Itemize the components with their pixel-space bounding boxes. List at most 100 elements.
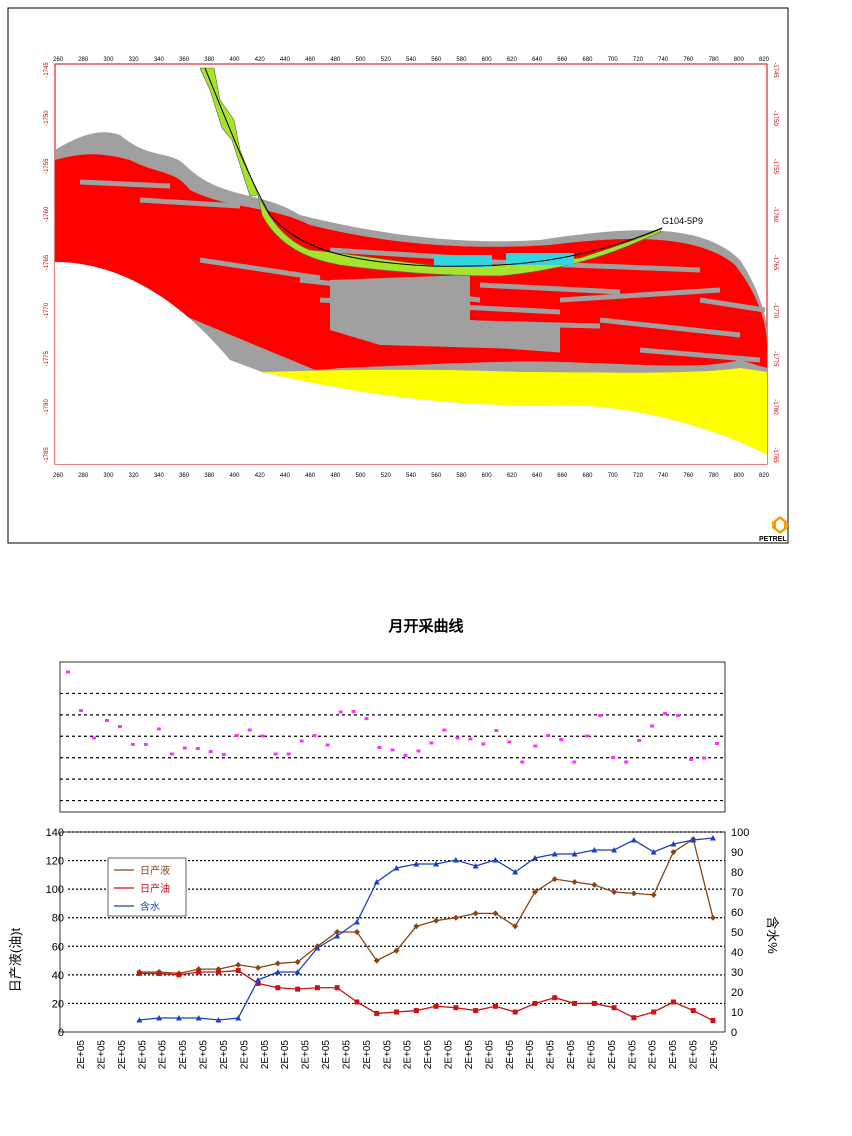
- series-marker: [472, 910, 479, 917]
- x-tick-label-top: 480: [330, 57, 341, 63]
- series-marker: [473, 1008, 479, 1014]
- series-marker: [373, 957, 380, 964]
- series-marker: [630, 837, 637, 843]
- series-marker: [136, 1017, 143, 1023]
- series-line: [139, 969, 714, 1022]
- x-tick-label-top: 640: [532, 57, 543, 63]
- series-marker: [650, 849, 657, 855]
- series-marker: [512, 923, 519, 930]
- series-line: [139, 838, 714, 975]
- series-marker: [472, 863, 479, 869]
- x-tick-label-bottom: 480: [330, 473, 341, 479]
- x-tick-label: 2E+05: [444, 1040, 455, 1070]
- scatter-point: [494, 729, 499, 732]
- x-tick-label-bottom: 820: [759, 473, 770, 479]
- y-tick-label-left: -1745: [44, 62, 50, 78]
- x-tick-label-bottom: 580: [456, 473, 467, 479]
- shale-streak: [559, 287, 721, 303]
- series-marker: [235, 961, 242, 968]
- y-tick-label-left: 100: [46, 884, 64, 896]
- scatter-point: [702, 756, 707, 760]
- y-tick-label-right: -1765: [772, 255, 778, 271]
- x-tick-label-top: 460: [305, 57, 316, 63]
- y-tick-label-left: -1775: [44, 350, 50, 366]
- series-marker: [314, 985, 320, 991]
- cross-section-panel: 260 260 280 280 300 300 320 320 340 340 360 360 380 3…: [7, 7, 789, 544]
- series-marker: [353, 919, 360, 925]
- series-marker: [611, 1005, 617, 1011]
- x-tick-label-top: 260: [53, 57, 64, 63]
- shale-streak: [79, 179, 171, 189]
- chart-title: 月开采曲线: [388, 618, 464, 635]
- x-tick-label-bottom: 520: [381, 473, 392, 479]
- scatter-point: [156, 727, 161, 731]
- series-marker: [591, 1000, 597, 1006]
- y-tick-label-right: -1780: [772, 399, 778, 415]
- x-tick-label: 2E+05: [689, 1040, 700, 1070]
- x-tick-label-bottom: 280: [78, 473, 89, 479]
- x-tick-label-top: 380: [204, 57, 215, 63]
- scatter-point: [286, 752, 291, 756]
- y-tick-label-right: 30: [731, 967, 743, 979]
- scatter-point: [585, 734, 590, 738]
- y-tick-label-right: 10: [731, 1007, 743, 1019]
- upper-plot-area: [59, 661, 726, 813]
- y-tick-label-left: -1750: [44, 110, 50, 126]
- legend-label: 含水: [140, 900, 160, 913]
- x-tick-label: 2E+05: [607, 1040, 618, 1070]
- gas-zone: [506, 253, 574, 265]
- scatter-point: [481, 742, 486, 746]
- shale-streak: [599, 317, 741, 338]
- scatter-point: [169, 752, 174, 756]
- series-marker: [176, 972, 182, 978]
- x-tick-label-top: 520: [381, 57, 392, 63]
- scatter-point: [559, 738, 564, 741]
- series-marker: [611, 847, 618, 853]
- x-tick-label-top: 720: [633, 57, 644, 63]
- series-marker: [394, 1009, 399, 1015]
- series-marker: [492, 910, 499, 917]
- series-marker: [710, 1018, 716, 1024]
- x-tick-label: 2E+05: [321, 1040, 332, 1070]
- series-marker: [433, 917, 440, 924]
- series-marker: [374, 1010, 380, 1016]
- scatter-point: [351, 710, 356, 713]
- y-tick-label-right: 40: [731, 947, 743, 959]
- series-marker: [274, 960, 281, 967]
- scatter-point: [234, 734, 239, 737]
- shale-streak: [139, 197, 241, 209]
- series-marker: [512, 1009, 518, 1015]
- series-marker: [591, 847, 598, 853]
- series-marker: [551, 851, 558, 857]
- x-tick-label: 2E+05: [158, 1040, 169, 1070]
- y-tick-label-left: 120: [46, 856, 64, 868]
- series-marker: [571, 879, 578, 885]
- y-tick-label-right: -1750: [772, 110, 778, 126]
- scatter-point: [429, 741, 434, 745]
- x-tick-label: 2E+05: [586, 1040, 597, 1070]
- y-tick-label-right: 60: [731, 907, 743, 919]
- y-tick-label-right: 70: [731, 887, 743, 899]
- series-marker: [572, 1000, 578, 1006]
- scatter-point: [364, 717, 369, 720]
- x-tick-label: 2E+05: [525, 1040, 536, 1070]
- water-zone: [262, 368, 767, 455]
- series-marker: [156, 1015, 163, 1021]
- x-tick-label-bottom: 560: [431, 473, 442, 479]
- x-tick-label-bottom: 700: [608, 473, 619, 479]
- x-tick-label: 2E+05: [627, 1040, 638, 1070]
- x-tick-label: 2E+05: [484, 1040, 495, 1070]
- x-tick-label-top: 780: [709, 57, 720, 63]
- oil-zone: [257, 194, 663, 277]
- scatter-point: [273, 752, 278, 756]
- y-tick-label-right: 90: [731, 847, 743, 859]
- scatter-point: [143, 743, 148, 746]
- y-tick-label-left: 80: [52, 913, 64, 925]
- x-tick-label: 2E+05: [362, 1040, 373, 1070]
- y-tick-label-right: -1785: [772, 447, 778, 463]
- x-tick-label: 2E+05: [280, 1040, 291, 1070]
- x-tick-label: 2E+05: [566, 1040, 577, 1070]
- x-tick-label: 2E+05: [260, 1040, 271, 1070]
- scatter-point: [637, 739, 642, 742]
